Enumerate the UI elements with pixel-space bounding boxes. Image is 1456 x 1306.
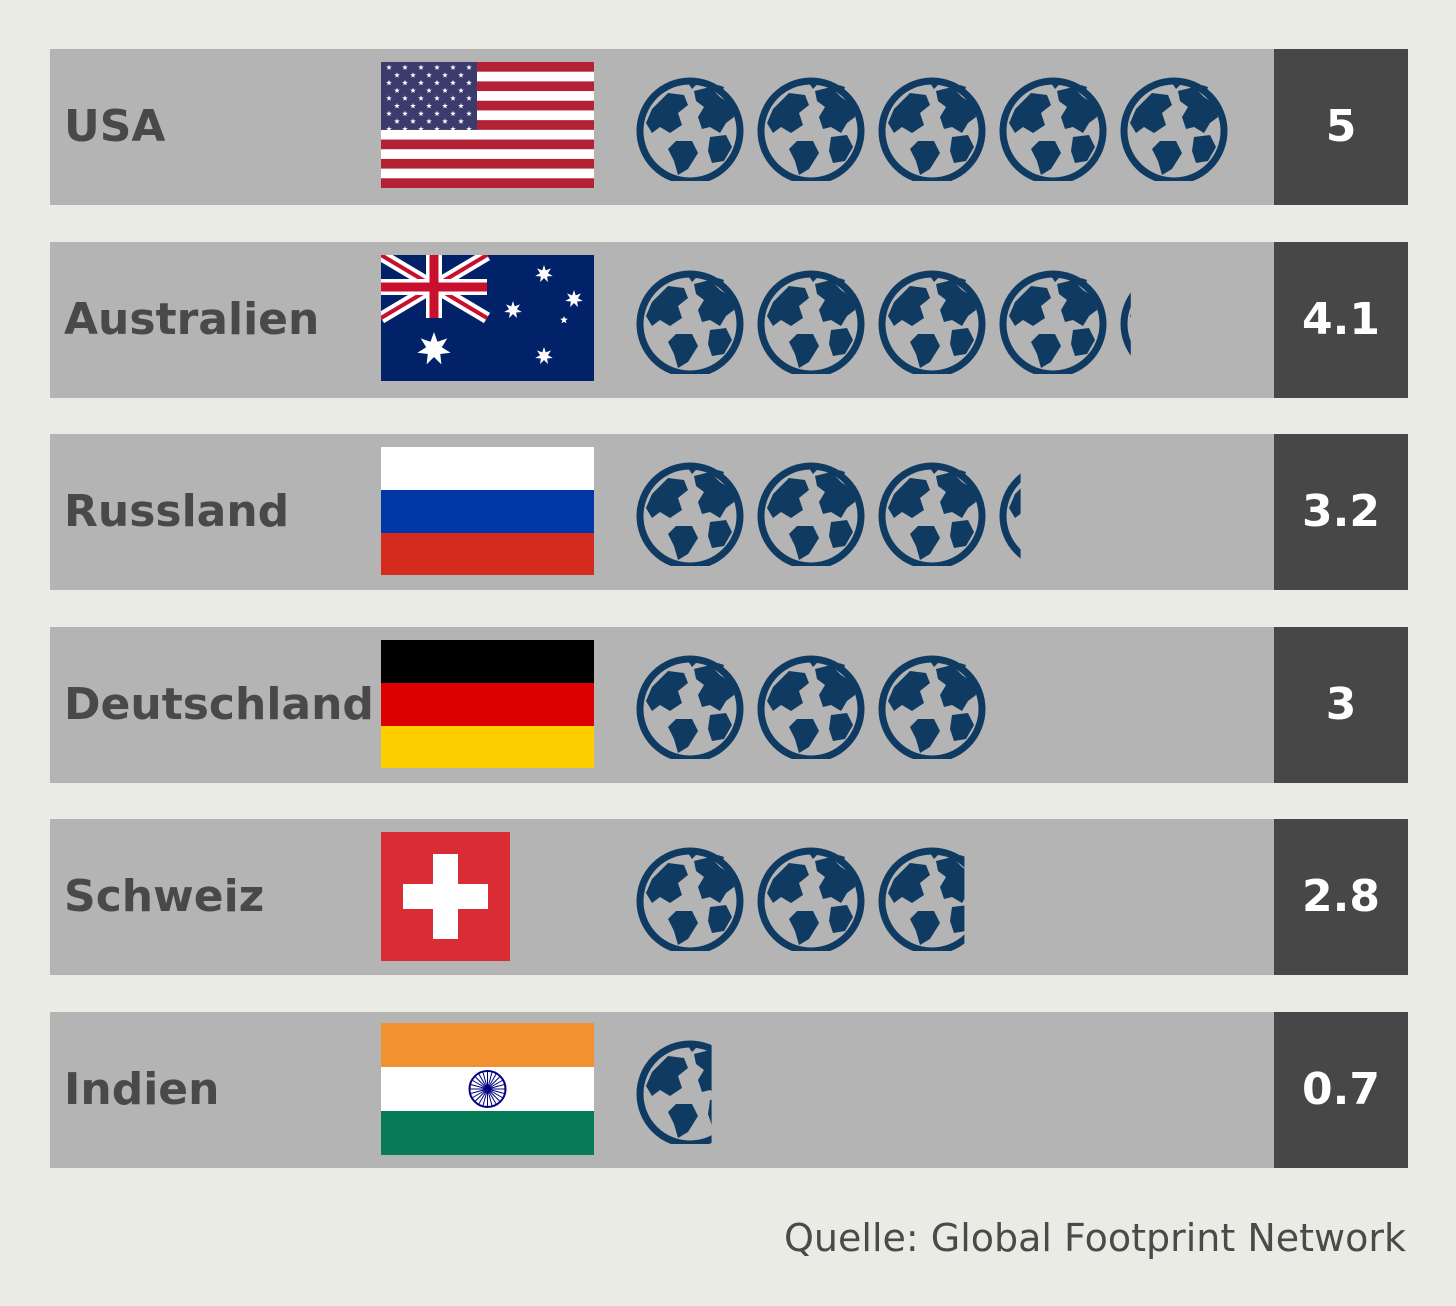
india-flag [381,1023,594,1155]
germany-flag [381,640,594,768]
globe-icon [757,462,865,566]
globe-icon [878,270,986,374]
russia-flag [381,447,594,575]
globe-icon [636,270,744,374]
country-row: Deutschland 3 [50,627,1408,783]
globe-icon [999,77,1107,181]
country-row: USA 5 [50,49,1408,205]
value-label: 4.1 [1274,242,1408,398]
australia-flag [381,255,594,381]
globe-icon [878,462,986,566]
value-label: 3.2 [1274,434,1408,590]
globe-icon [636,462,744,566]
switzerland-flag [381,832,510,961]
footprint-chart: USA 5 Australien 4.1 Russland 3.2 Deutschland 3… [50,49,1408,1168]
globe-icon [757,270,865,374]
country-row: Schweiz 2.8 [50,819,1408,975]
value-label: 0.7 [1274,1012,1408,1168]
usa-flag [381,62,594,188]
globe-icon [999,473,1021,559]
country-label: Australien [64,294,320,345]
globe-bar [636,655,986,759]
globe-bar [636,1040,712,1144]
globe-icon [999,270,1107,374]
globe-bar [636,462,1021,566]
globe-icon [757,655,865,759]
globe-icon [1120,292,1131,356]
globe-icon [636,1040,712,1144]
globe-bar [636,270,1131,374]
globe-icon [757,847,865,951]
globe-icon [757,77,865,181]
country-label: USA [64,101,166,152]
globe-bar [636,847,965,951]
country-label: Russland [64,486,290,537]
value-label: 2.8 [1274,819,1408,975]
country-label: Schweiz [64,871,265,922]
country-row: Russland 3.2 [50,434,1408,590]
source-note: Quelle: Global Footprint Network [784,1216,1406,1260]
country-label: Deutschland [64,679,374,730]
globe-bar [636,77,1228,181]
value-label: 5 [1274,49,1408,205]
country-label: Indien [64,1064,220,1115]
globe-icon [636,847,744,951]
globe-icon [878,655,986,759]
globe-icon [878,77,986,181]
globe-icon [878,847,965,951]
globe-icon [636,655,744,759]
country-row: Australien 4.1 [50,242,1408,398]
globe-icon [1120,77,1228,181]
value-label: 3 [1274,627,1408,783]
globe-icon [636,77,744,181]
country-row: Indien 0.7 [50,1012,1408,1168]
